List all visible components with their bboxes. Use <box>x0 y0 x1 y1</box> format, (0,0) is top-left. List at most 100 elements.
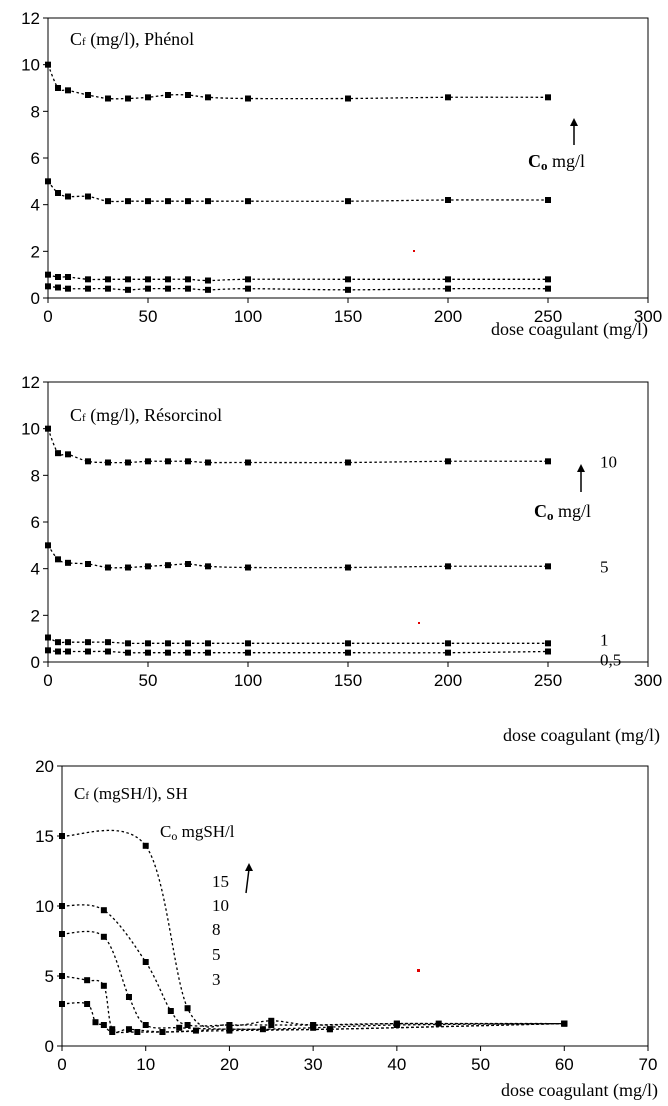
data-point <box>165 276 171 283</box>
data-point <box>85 92 91 98</box>
y-tick-label: 0 <box>31 289 40 308</box>
arrow-shaft <box>245 868 250 894</box>
chart-panel-1: 0 2 4 6 8 10 12 0 50 100 150 200 250 300 Cf (mg/l), Ph… <box>21 9 662 340</box>
data-point <box>345 286 351 293</box>
data-point <box>100 933 107 940</box>
data-point <box>100 982 107 989</box>
data-point <box>85 193 91 200</box>
data-point <box>268 1017 275 1024</box>
data-point <box>345 649 351 656</box>
y-tick-label: 10 <box>21 420 40 439</box>
data-point <box>65 639 71 646</box>
data-point <box>45 425 51 432</box>
data-point <box>445 649 451 656</box>
series-line <box>61 904 565 1027</box>
data-point <box>205 286 211 293</box>
data-point <box>59 973 65 979</box>
data-point <box>85 561 91 567</box>
red-speck <box>418 622 420 624</box>
data-point <box>345 276 351 283</box>
data-point <box>55 190 61 196</box>
data-point <box>105 95 111 102</box>
data-point <box>205 563 211 570</box>
data-point <box>245 649 251 656</box>
data-point <box>145 94 151 101</box>
red-speck <box>417 969 420 972</box>
x-tick-label: 150 <box>334 307 362 326</box>
data-point <box>105 276 111 283</box>
data-point <box>145 563 151 570</box>
x-tick-label: 150 <box>334 671 362 690</box>
data-point <box>55 274 61 280</box>
x-tick-label: 10 <box>136 1055 155 1074</box>
data-point <box>245 276 251 283</box>
series-line <box>47 636 548 645</box>
data-point <box>125 640 131 647</box>
data-point <box>185 649 191 656</box>
data-point <box>561 1020 568 1027</box>
chart-panel-3: 0 5 10 15 20 0 10 20 30 40 50 60 70 Cf (mgSH/l), SH do… <box>35 757 658 1101</box>
data-point <box>55 648 61 655</box>
series-line <box>47 274 548 282</box>
data-point <box>105 198 111 205</box>
data-point <box>185 92 191 98</box>
data-point <box>205 459 211 466</box>
data-point <box>65 87 71 94</box>
y-tick-label: 8 <box>31 466 40 485</box>
data-point <box>205 649 211 656</box>
x-axis-label: dose coagulant (mg/l) <box>491 319 648 340</box>
data-point <box>165 458 171 465</box>
x-tick-label: 100 <box>234 307 262 326</box>
data-point <box>125 198 131 205</box>
data-point <box>185 458 191 465</box>
x-tick-label: 20 <box>220 1055 239 1074</box>
series-line <box>47 64 549 100</box>
x-tick-label: 50 <box>471 1055 490 1074</box>
y-tick-label: 4 <box>31 196 40 215</box>
concentration-label: Co mgSH/l <box>160 822 235 843</box>
x-tick-label: 300 <box>634 671 662 690</box>
data-point <box>205 277 211 284</box>
data-point <box>445 276 451 283</box>
data-point <box>142 959 149 965</box>
data-point <box>345 459 351 466</box>
x-tick-label: 30 <box>304 1055 323 1074</box>
y-tick-label: 4 <box>31 560 40 579</box>
data-point <box>185 198 191 205</box>
data-point <box>65 648 71 655</box>
data-point <box>145 276 151 283</box>
data-point <box>85 458 91 465</box>
x-axis-label: dose coagulant (mg/l) <box>501 1080 658 1101</box>
data-point <box>105 285 111 292</box>
data-point <box>145 198 151 205</box>
data-point <box>92 1019 99 1026</box>
y-tick-label: 15 <box>35 827 54 846</box>
data-point <box>345 198 351 205</box>
chart-title: Cf (mg/l), Phénol <box>70 29 194 50</box>
data-point <box>345 95 351 102</box>
arrow-head <box>245 863 253 871</box>
y-tick-label: 12 <box>21 9 40 28</box>
data-point <box>165 640 171 647</box>
data-point <box>100 1022 107 1028</box>
data-point <box>65 559 71 566</box>
arrow-head <box>570 118 578 126</box>
data-point <box>45 542 51 549</box>
data-point <box>176 1024 183 1031</box>
data-point <box>245 564 251 571</box>
red-speck <box>413 250 415 252</box>
x-tick-label: 0 <box>57 1055 66 1074</box>
data-point <box>125 286 131 293</box>
data-point <box>109 1029 116 1035</box>
data-point <box>125 1026 132 1033</box>
data-point <box>245 198 251 205</box>
data-point <box>125 459 131 466</box>
data-point <box>159 1029 166 1035</box>
data-point <box>205 198 211 205</box>
data-point <box>245 459 251 466</box>
data-point <box>59 1001 65 1007</box>
data-point <box>45 647 51 654</box>
y-tick-label: 12 <box>21 373 40 392</box>
data-point <box>145 640 151 647</box>
